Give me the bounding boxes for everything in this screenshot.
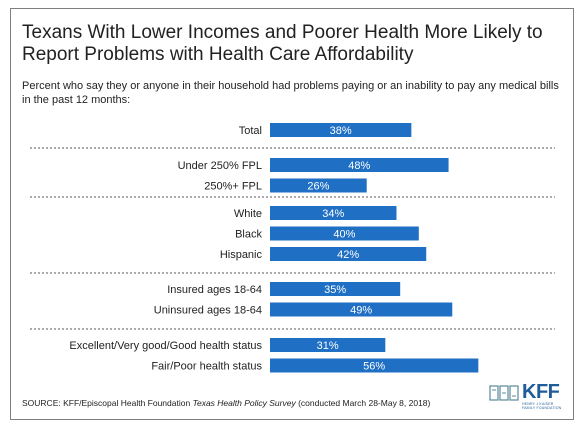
data-label: 31% [317, 340, 339, 352]
category-label: Uninsured ages 18-64 [154, 305, 262, 317]
bar [270, 206, 397, 220]
kff-logo-text: KFF [522, 381, 560, 403]
bar [270, 338, 386, 352]
bar [270, 123, 412, 137]
kff-logo: KFF HENRY J KAISER FAMILY FOUNDATION [522, 382, 566, 410]
category-label: Hispanic [220, 249, 263, 261]
category-label: Black [235, 229, 262, 241]
category-label: 250%+ FPL [204, 181, 262, 193]
data-label: 35% [324, 284, 346, 296]
data-label: 34% [322, 208, 344, 220]
bar [270, 178, 367, 193]
episcopal-health-foundation-logo [489, 385, 519, 401]
data-label: 38% [330, 125, 352, 137]
source-suffix: (conducted March 28-May 8, 2018) [295, 398, 431, 408]
category-label: White [234, 208, 262, 220]
category-label: Fair/Poor health status [151, 361, 262, 373]
bar [270, 226, 419, 241]
source-prefix: SOURCE: KFF/Episcopal Health Foundation [22, 398, 193, 408]
kff-logo-subtext: HENRY J KAISER FAMILY FOUNDATION [522, 402, 562, 410]
data-label: 56% [363, 361, 385, 373]
category-label: Excellent/Very good/Good health status [69, 340, 262, 352]
chart-title: Texans With Lower Incomes and Poorer Hea… [22, 22, 543, 65]
chart-subtitle: Percent who say they or anyone in their … [22, 80, 559, 106]
source-note: SOURCE: KFF/Episcopal Health Foundation … [22, 398, 430, 408]
bar [270, 158, 449, 172]
data-label: 42% [337, 249, 359, 261]
category-label: Total [239, 125, 262, 137]
data-label: 48% [348, 160, 370, 172]
data-label: 40% [333, 229, 355, 241]
category-label: Under 250% FPL [178, 160, 262, 172]
data-label: 49% [350, 305, 372, 317]
bar [270, 358, 479, 373]
source-survey: Texas Health Policy Survey [192, 398, 296, 408]
bar [270, 282, 401, 296]
bar [270, 302, 453, 317]
bar [270, 247, 427, 261]
category-label: Insured ages 18-64 [167, 284, 262, 296]
data-label: 26% [307, 181, 329, 193]
